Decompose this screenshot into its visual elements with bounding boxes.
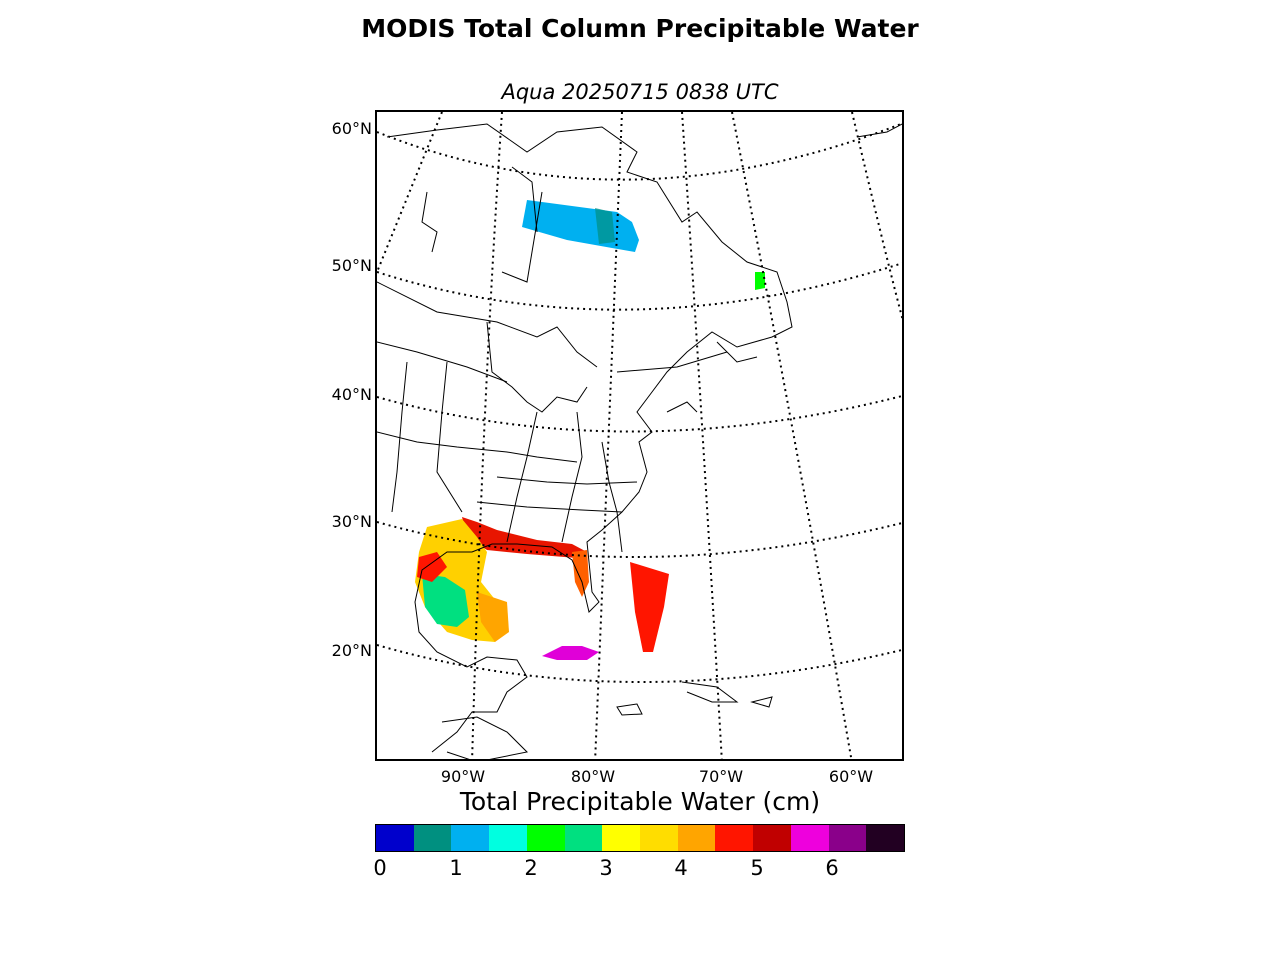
colorbar-title: Total Precipitable Water (cm) (459, 787, 821, 816)
colorbar-tick-4: 4 (674, 856, 688, 880)
lon-label-60w: 60°W (828, 767, 874, 786)
colorbar-segment-0 (376, 825, 414, 851)
colorbar-segment-10 (753, 825, 791, 851)
lon-label-70w: 70°W (698, 767, 744, 786)
colorbar-tick-1: 1 (449, 856, 463, 880)
colorbar-tick-6: 6 (825, 856, 839, 880)
swath-gulf-green (422, 574, 469, 627)
lat-label-20n: 20°N (331, 641, 372, 660)
colorbar-segment-9 (715, 825, 754, 851)
lat-label-40n: 40°N (331, 385, 372, 404)
swath-labrador-teal (595, 208, 615, 244)
colorbar-segment-11 (790, 825, 829, 851)
colorbar-tick-2: 2 (524, 856, 538, 880)
swath-gulf-orange (477, 592, 509, 642)
colorbar-segment-8 (677, 825, 716, 851)
data-swaths (415, 200, 765, 660)
colorbar-segment-13 (866, 825, 905, 851)
swath-atlantic (630, 562, 669, 652)
figure-subtitle: Aqua 20250715 0838 UTC (501, 80, 779, 104)
colorbar-segment-4 (526, 825, 565, 851)
swath-florida (572, 550, 589, 597)
colorbar-tick-0: 0 (373, 856, 387, 880)
graticule (377, 112, 902, 759)
map-canvas (377, 112, 902, 759)
colorbar-segment-5 (564, 825, 603, 851)
lat-label-30n: 30°N (331, 512, 372, 531)
lon-label-80w: 80°W (570, 767, 616, 786)
colorbar (375, 824, 905, 852)
swath-gulf-red (417, 552, 447, 582)
coastlines (377, 123, 902, 759)
colorbar-segment-2 (451, 825, 490, 851)
colorbar-segment-12 (828, 825, 867, 851)
lat-label-60n: 60°N (331, 119, 372, 138)
lon-label-90w: 90°W (440, 767, 486, 786)
swath-cuba (542, 646, 599, 660)
swath-gulf-north (462, 517, 587, 558)
colorbar-tick-3: 3 (599, 856, 613, 880)
colorbar-tick-5: 5 (750, 856, 764, 880)
colorbar-segment-6 (602, 825, 641, 851)
map-panel (375, 110, 904, 761)
swath-newfoundland (755, 272, 765, 290)
colorbar-segment-1 (413, 825, 452, 851)
figure-title: MODIS Total Column Precipitable Water (361, 14, 919, 43)
lat-label-50n: 50°N (331, 256, 372, 275)
colorbar-segment-7 (640, 825, 678, 851)
colorbar-segment-3 (489, 825, 527, 851)
